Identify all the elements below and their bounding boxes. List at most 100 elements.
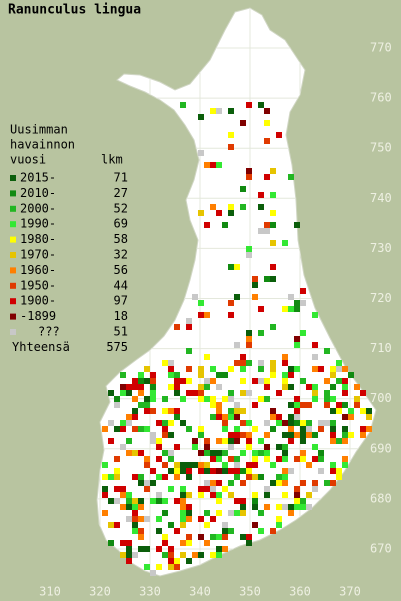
legend-swatch [10,282,16,289]
occurrence-square [264,108,270,114]
occurrence-square [126,498,132,504]
occurrence-square [216,210,222,216]
y-tick-label: 700 [370,391,392,405]
occurrence-square [168,564,174,570]
occurrence-square [228,408,234,414]
occurrence-square [150,396,156,402]
occurrence-square [120,504,126,510]
occurrence-square [132,414,138,420]
occurrence-square [240,186,246,192]
occurrence-square [348,408,354,414]
occurrence-square [204,540,210,546]
occurrence-square [222,222,228,228]
occurrence-square [222,414,228,420]
occurrence-square [222,420,228,426]
occurrence-square [294,300,300,306]
occurrence-square [108,540,114,546]
occurrence-square [198,384,204,390]
occurrence-square [324,402,330,408]
occurrence-square [222,372,228,378]
occurrence-square [168,360,174,366]
occurrence-square [360,390,366,396]
occurrence-square [324,390,330,396]
occurrence-square [186,516,192,522]
occurrence-square [108,522,114,528]
occurrence-square [276,480,282,486]
occurrence-square [210,450,216,456]
occurrence-square [240,468,246,474]
occurrence-square [282,384,288,390]
occurrence-square [228,312,234,318]
occurrence-square [264,174,270,180]
x-tick-label: 340 [189,585,211,599]
occurrence-square [198,396,204,402]
occurrence-square [102,492,108,498]
occurrence-square [252,474,258,480]
occurrence-square [132,450,138,456]
occurrence-square [114,498,120,504]
occurrence-square [180,486,186,492]
occurrence-square [294,432,300,438]
occurrence-square [330,372,336,378]
occurrence-square [288,366,294,372]
occurrence-square [174,498,180,504]
occurrence-square [192,552,198,558]
legend-label: 1900- [20,294,56,308]
occurrence-square [336,468,342,474]
occurrence-square [288,420,294,426]
occurrence-square [144,546,150,552]
occurrence-square [126,438,132,444]
occurrence-square [336,474,342,480]
occurrence-square [216,552,222,558]
occurrence-square [264,444,270,450]
occurrence-square [138,450,144,456]
occurrence-square [252,282,258,288]
occurrence-square [162,396,168,402]
occurrence-square [306,504,312,510]
occurrence-square [180,522,186,528]
occurrence-square [126,420,132,426]
occurrence-square [342,426,348,432]
occurrence-square [324,348,330,354]
occurrence-square [114,474,120,480]
occurrence-square [168,366,174,372]
occurrence-square [318,426,324,432]
occurrence-square [150,570,156,576]
occurrence-square [246,432,252,438]
legend-heading: havainnon [10,138,75,152]
occurrence-square [300,456,306,462]
occurrence-square [282,504,288,510]
occurrence-square [270,222,276,228]
occurrence-square [300,288,306,294]
occurrence-square [114,396,120,402]
occurrence-square [294,456,300,462]
occurrence-square [192,390,198,396]
occurrence-square [132,378,138,384]
occurrence-square [252,504,258,510]
occurrence-square [294,498,300,504]
occurrence-square [120,384,126,390]
occurrence-square [144,456,150,462]
occurrence-square [174,444,180,450]
occurrence-square [282,372,288,378]
occurrence-square [198,462,204,468]
occurrence-square [216,534,222,540]
occurrence-square [294,342,300,348]
occurrence-square [198,372,204,378]
occurrence-square [240,354,246,360]
occurrence-square [210,552,216,558]
occurrence-square [162,408,168,414]
occurrence-square [156,444,162,450]
occurrence-square [282,474,288,480]
occurrence-square [144,402,150,408]
occurrence-square [126,390,132,396]
occurrence-square [162,552,168,558]
occurrence-square [258,510,264,516]
occurrence-square [252,294,258,300]
occurrence-square [246,336,252,342]
occurrence-square [132,474,138,480]
occurrence-square [234,462,240,468]
occurrence-square [252,498,258,504]
legend-label: 1970- [20,248,56,262]
occurrence-square [318,468,324,474]
